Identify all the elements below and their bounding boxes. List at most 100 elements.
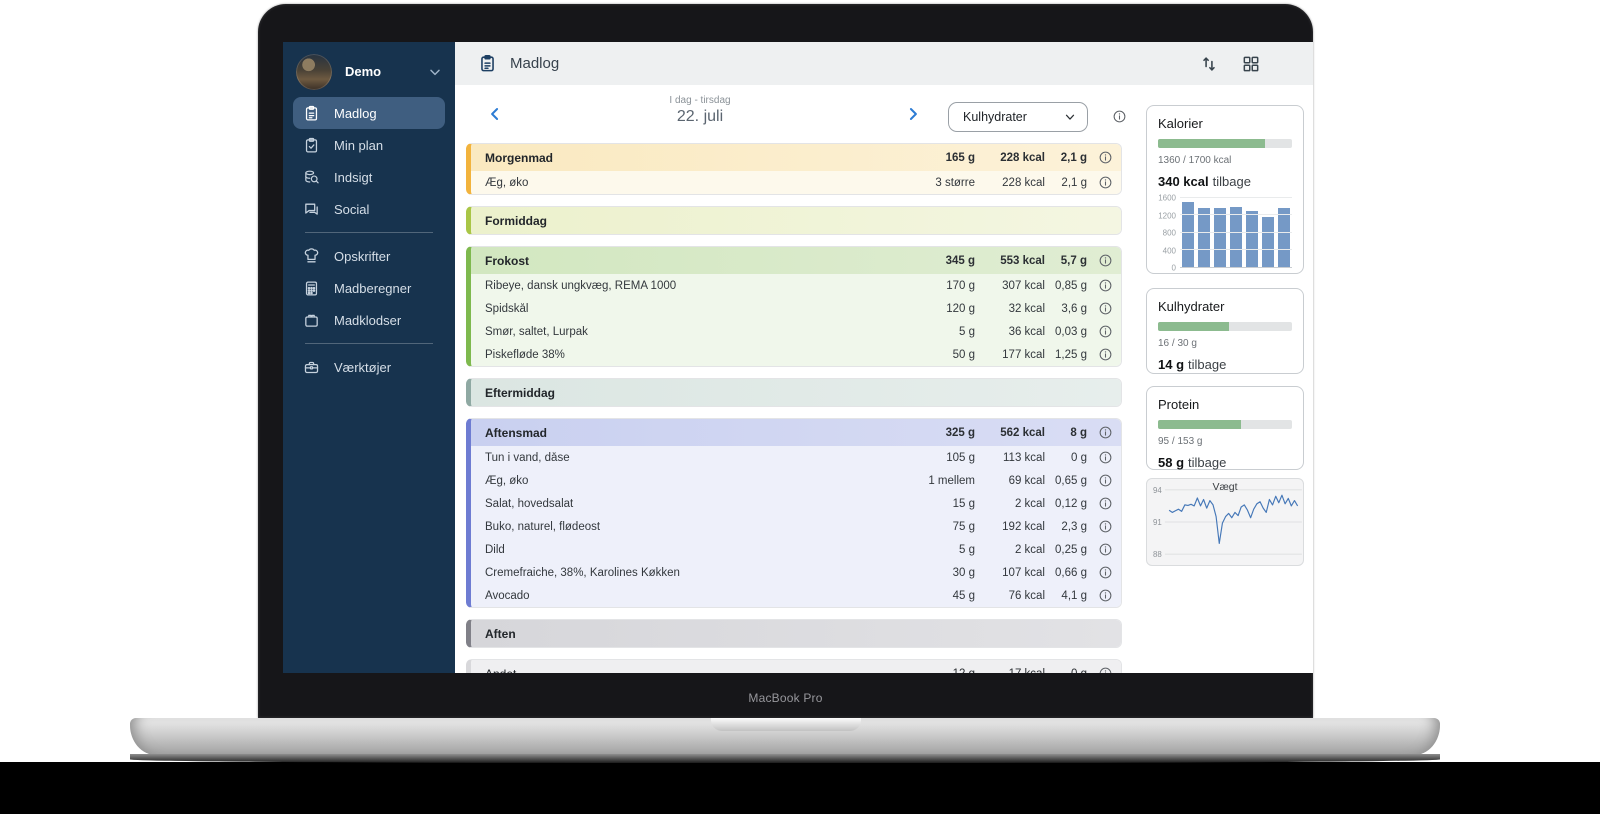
food-kcal: 307 kcal (1002, 279, 1045, 292)
meal-total-kcal: 17 kcal (975, 668, 1045, 674)
sidebar-item-min-plan[interactable]: Min plan (293, 129, 445, 161)
meal-section-formiddag: Formiddag (466, 206, 1122, 235)
sidebar-item-social[interactable]: Social (293, 193, 445, 225)
food-item-row[interactable]: Ribeye, dansk ungkvæg, REMA 1000 170 g 3… (471, 274, 1121, 297)
info-icon[interactable] (1087, 324, 1113, 339)
info-icon[interactable] (1087, 519, 1113, 534)
food-item-row[interactable]: Spidskål 120 g 32 kcal 3,6 g (471, 297, 1121, 320)
info-icon[interactable] (1087, 565, 1113, 580)
info-icon[interactable] (1087, 425, 1113, 440)
calories-progress-bar (1158, 139, 1292, 148)
info-icon[interactable] (1087, 450, 1113, 465)
carbs-card-title: Kulhydrater (1158, 299, 1225, 314)
info-icon[interactable] (1087, 253, 1113, 268)
info-icon[interactable] (1087, 496, 1113, 511)
meal-header-row[interactable]: Aften (471, 620, 1121, 647)
sidebar-item-madlog[interactable]: Madlog (293, 97, 445, 129)
grid-view-icon[interactable] (1241, 54, 1261, 74)
protein-remaining: 58 g tilbage (1158, 455, 1292, 470)
calories-progress-fill (1158, 139, 1266, 148)
food-item-row[interactable]: Smør, saltet, Lurpak 5 g 36 kcal 0,03 g (471, 320, 1121, 343)
food-name: Cremefraiche, 38%, Karolines Køkken (485, 566, 680, 579)
profile-menu[interactable]: Demo (283, 42, 455, 97)
info-icon[interactable] (1087, 175, 1113, 190)
weight-chart-title: Vægt (1212, 481, 1238, 493)
food-item-row[interactable]: Buko, naturel, flødeost 75 g 192 kcal 2,… (471, 515, 1121, 538)
food-item-row[interactable]: Æg, øko 1 mellem 69 kcal 0,65 g (471, 469, 1121, 492)
calories-remaining: 340 kcal tilbage (1158, 174, 1292, 189)
meal-total-amount: 345 g (945, 254, 975, 267)
info-icon[interactable] (1087, 473, 1113, 488)
meal-header-row[interactable]: Morgenmad 165 g 228 kcal 2,1 g (471, 144, 1121, 171)
info-icon[interactable] (1087, 347, 1113, 362)
sidebar-item-label: Min plan (334, 137, 384, 153)
svg-text:88: 88 (1153, 550, 1162, 559)
protein-progress-bar (1158, 420, 1292, 429)
meal-name: Morgenmad (485, 150, 554, 165)
carbs-remaining-label: tilbage (1188, 357, 1227, 372)
sidebar-item-opskrifter[interactable]: Opskrifter (293, 240, 445, 272)
sidebar-item-indsigt[interactable]: Indsigt (293, 161, 445, 193)
food-kcal: 192 kcal (1002, 520, 1045, 533)
food-item-row[interactable]: Salat, hovedsalat 15 g 2 kcal 0,12 g (471, 492, 1121, 515)
meal-header-row[interactable]: Formiddag (471, 207, 1121, 234)
laptop-lid-notch (711, 718, 861, 731)
food-kcal: 32 kcal (1008, 302, 1045, 315)
info-icon[interactable] (1087, 666, 1113, 673)
info-icon[interactable] (1101, 108, 1127, 124)
meal-header-row[interactable]: Frokost 345 g 553 kcal 5,7 g (471, 247, 1121, 274)
meal-header-row[interactable]: Aftensmad 325 g 562 kcal 8 g (471, 419, 1121, 446)
meal-name: Eftermiddag (485, 385, 556, 400)
meal-total-macro: 2,1 g (1060, 151, 1087, 164)
sidebar-item-vaerktoejer[interactable]: Værktøjer (293, 351, 445, 383)
food-name: Tun i vand, dåse (485, 451, 570, 464)
food-item-row[interactable]: Dild 5 g 2 kcal 0,25 g (471, 538, 1121, 561)
clipboard-icon (305, 105, 318, 121)
next-day-button[interactable] (903, 104, 923, 124)
food-item-row[interactable]: Avocado 45 g 76 kcal 4,1 g (471, 584, 1121, 607)
meal-header-row[interactable]: Andet 12 g 17 kcal 0 g (471, 660, 1121, 673)
meal-header-row[interactable]: Eftermiddag (471, 379, 1121, 406)
info-icon[interactable] (1087, 588, 1113, 603)
meal-total-amount: 165 g (945, 151, 975, 164)
laptop-base-shadow (130, 754, 1440, 763)
meal-section-aften: Aften (466, 619, 1122, 648)
info-icon[interactable] (1087, 278, 1113, 293)
sort-icon[interactable] (1199, 54, 1219, 74)
food-item-row[interactable]: Cremefraiche, 38%, Karolines Køkken 30 g… (471, 561, 1121, 584)
svg-text:94: 94 (1153, 486, 1162, 495)
food-macro: 0,25 g (1055, 543, 1087, 556)
sidebar-item-label: Social (334, 201, 370, 217)
food-macro: 0,12 g (1055, 497, 1087, 510)
meal-name: Frokost (485, 253, 530, 268)
food-name: Salat, hovedsalat (485, 497, 574, 510)
food-amount: 170 g (946, 279, 975, 292)
sidebar-item-madberegner[interactable]: Madberegner (293, 272, 445, 304)
food-amount: 75 g (952, 520, 975, 533)
food-item-row[interactable]: Tun i vand, dåse 105 g 113 kcal 0 g (471, 446, 1121, 469)
food-item-row[interactable]: Æg, øko 3 større 228 kcal 2,1 g (471, 171, 1121, 194)
chevron-down-icon (430, 69, 440, 75)
food-macro: 1,25 g (1055, 348, 1087, 361)
food-amount: 5 g (959, 325, 975, 338)
info-icon[interactable] (1087, 542, 1113, 557)
date-display[interactable]: I dag - tirsdag 22. juli (600, 95, 800, 126)
info-icon[interactable] (1087, 301, 1113, 316)
info-icon[interactable] (1087, 150, 1113, 165)
device-label: MacBook Pro (748, 691, 823, 705)
food-item-row[interactable]: Piskefløde 38% 50 g 177 kcal 1,25 g (471, 343, 1121, 366)
sidebar-item-madklodser[interactable]: Madklodser (293, 304, 445, 336)
food-macro: 2,3 g (1061, 520, 1087, 533)
nutrient-select[interactable]: Kulhydrater (948, 102, 1088, 132)
carbs-remaining: 14 g tilbage (1158, 357, 1292, 372)
food-amount: 15 g (952, 497, 975, 510)
calories-bar-chart: 0 400 800 1200 1600 (1158, 194, 1292, 273)
sidebar-item-label: Indsigt (334, 169, 373, 185)
food-name: Buko, naturel, flødeost (485, 520, 601, 533)
protein-progress-fill (1158, 420, 1242, 429)
prev-day-button[interactable] (485, 104, 505, 124)
calories-remaining-value: 340 kcal (1158, 174, 1209, 189)
food-amount: 120 g (946, 302, 975, 315)
date-day-label: I dag - tirsdag (669, 95, 731, 106)
meal-section-eftermiddag: Eftermiddag (466, 378, 1122, 407)
